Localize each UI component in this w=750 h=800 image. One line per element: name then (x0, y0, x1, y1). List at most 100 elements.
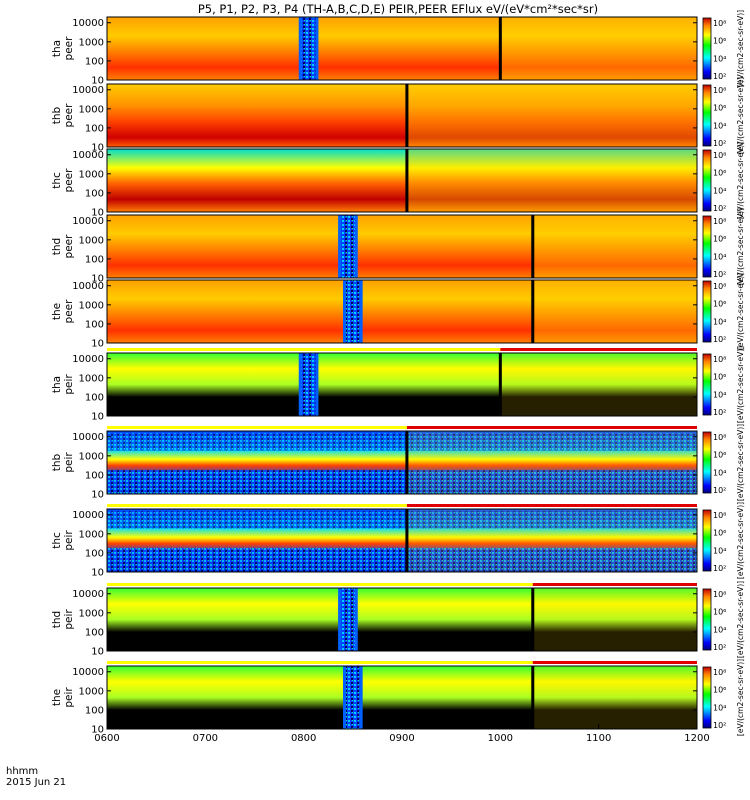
colorbar-scale (702, 666, 712, 729)
x-axis-label-date: 2015 Jun 21 (6, 777, 66, 788)
x-axis: 0600 0700 0800 0900 1000 1100 1200 (94, 724, 710, 744)
colorbar-title: [eV/(cm2-sec-sr-eV)] (736, 424, 745, 501)
mode-bar-slow (107, 583, 533, 586)
y-tick-label: 10000 (72, 667, 104, 678)
x-tick-label: 0700 (193, 733, 218, 744)
y-tick-label: 10000 (72, 85, 104, 96)
ion-noise-band-top (107, 511, 697, 529)
spectrogram-fill (107, 215, 697, 278)
colorbar-tick-label: 10⁸ (713, 282, 726, 291)
colorbar-tick-label: 10⁸ (713, 668, 726, 677)
y-tick-label: 100 (85, 319, 104, 330)
mode-bar-fast (500, 348, 697, 351)
colorbar-tick-label: 10⁸ (713, 217, 726, 226)
colorbar-thd-peir: 10⁸ 10⁶ 10⁴ 10² [eV/(cm2-sec-sr-eV)] (702, 581, 745, 658)
y-tick-label: 10 (91, 274, 104, 285)
gap-column-texture (341, 588, 355, 651)
panel-frame (106, 430, 698, 495)
y-tick-label: 100 (85, 254, 104, 265)
y-tick-label: 100 (85, 56, 104, 67)
y-tick-label: 10000 (72, 18, 104, 29)
y-tick-label: 1000 (79, 686, 104, 697)
panel-thb-peir: 10 100 1000 10000 thb peir (51, 430, 698, 501)
colorbar-title: [eV/(cm2-sec-sr-eV)] (736, 502, 745, 579)
fast-survey-region (500, 17, 697, 80)
plot-title: P5, P1, P2, P3, P4 (TH-A,B,C,D,E) PEIR,P… (198, 2, 598, 16)
colorbar-scale (702, 431, 712, 494)
colorbar-tick-label: 10⁴ (713, 317, 726, 326)
colorbar-scale (702, 280, 712, 343)
y-tick-label: 100 (85, 392, 104, 403)
panel-label-probe: the (51, 303, 63, 320)
colorbar-tha-peir: 10⁸ 10⁶ 10⁴ 10² [eV/(cm2-sec-sr-eV)] (702, 346, 745, 423)
fast-survey-region (532, 666, 697, 729)
colorbar-tick-label: 10⁸ (713, 511, 726, 520)
panel-frame (106, 279, 698, 344)
panel-thc-peir: 10 100 1000 10000 thc peir (51, 508, 698, 579)
y-tick-label: 10 (91, 490, 104, 501)
colorbar-thd-peer: 10⁸ 10⁶ 10⁴ 10² [eV/(cm2-sec-sr-eV)] (702, 208, 745, 285)
mode-bar-fast (406, 504, 697, 507)
mode-bar-slow (107, 348, 501, 351)
panel-label-probe: thc (51, 172, 63, 189)
y-tick-label: 10 (91, 143, 104, 154)
panel-the-peir: 10 100 1000 10000 the peir (51, 665, 698, 736)
ion-noise-band (107, 470, 697, 494)
colorbar-title: [eV/(cm2-sec-sr-eV)] (736, 273, 745, 350)
panel-thb-peer: 10 100 1000 10000 thb peer (51, 83, 698, 154)
colorbar-tick-label: 10⁴ (713, 54, 726, 63)
x-tick-label: 1000 (488, 733, 513, 744)
panel-label-product: peer (63, 299, 75, 324)
colorbar-tick-label: 10⁸ (713, 433, 726, 442)
spectrogram-fill (107, 666, 697, 729)
y-tick-label: 1000 (79, 169, 104, 180)
colorbar-tick-label: 10⁴ (713, 546, 726, 555)
colorbar-tick-label: 10⁸ (713, 86, 726, 95)
colorbar-tick-label: 10⁸ (713, 151, 726, 160)
y-tick-label: 1000 (79, 529, 104, 540)
colorbar-the-peir: 10⁸ 10⁶ 10⁴ 10² [eV/(cm2-sec-sr-eV)] (702, 659, 745, 736)
spectrogram-fill (107, 84, 697, 147)
fast-survey-region (406, 431, 697, 494)
mode-bar-fast (532, 583, 697, 586)
y-tick-label: 1000 (79, 300, 104, 311)
panel-label-product: peir (63, 609, 75, 630)
fast-survey-region (406, 509, 697, 572)
colorbar-tick-label: 10² (713, 721, 726, 730)
colorbar-tick-label: 10² (713, 643, 726, 652)
x-tick-label: 1100 (586, 733, 611, 744)
colorbar-scale (702, 509, 712, 572)
y-tick-label: 10 (91, 339, 104, 350)
colorbar-title: [eV/(cm2-sec-sr-eV)] (736, 346, 745, 423)
colorbar-title: [eV/(cm2-sec-sr-eV)] (736, 142, 745, 219)
colorbar-tick-label: 10⁴ (713, 186, 726, 195)
panel-frame (106, 587, 698, 652)
panel-label-product: peir (63, 374, 75, 395)
x-tick-label: 0900 (389, 733, 414, 744)
panel-label-probe: tha (51, 376, 63, 393)
y-tick-label: 1000 (79, 451, 104, 462)
colorbar-tick-label: 10² (713, 335, 726, 344)
panel-frame (106, 16, 698, 81)
mode-bar-slow (107, 426, 407, 429)
panel-label-product: peer (63, 168, 75, 193)
spectrogram-fill (107, 149, 697, 212)
colorbar-scale (702, 84, 712, 147)
y-tick-label: 10000 (72, 281, 104, 292)
y-tick-label: 10 (91, 647, 104, 658)
spectrogram-fill (107, 353, 697, 416)
ion-noise-band-top (107, 433, 697, 451)
colorbar-the-peer: 10⁸ 10⁶ 10⁴ 10² [eV/(cm2-sec-sr-eV)] (702, 273, 745, 350)
panel-label-probe: thc (51, 532, 63, 549)
colorbar-thb-peer: 10⁸ 10⁶ 10⁴ 10² [eV/(cm2-sec-sr-eV)] (702, 77, 745, 154)
y-tick-label: 10 (91, 76, 104, 87)
y-tick-label: 100 (85, 705, 104, 716)
panel-label-probe: thb (51, 453, 63, 471)
gap-column-texture (346, 666, 360, 729)
panel-group: 10 100 1000 10000 tha peer 10 100 1000 10000 thb pe… (51, 16, 698, 736)
panel-thd-peir: 10 100 1000 10000 thd peir (51, 587, 698, 658)
fast-survey-region (532, 280, 697, 343)
y-tick-label: 10000 (72, 354, 104, 365)
y-tick-label: 100 (85, 123, 104, 134)
